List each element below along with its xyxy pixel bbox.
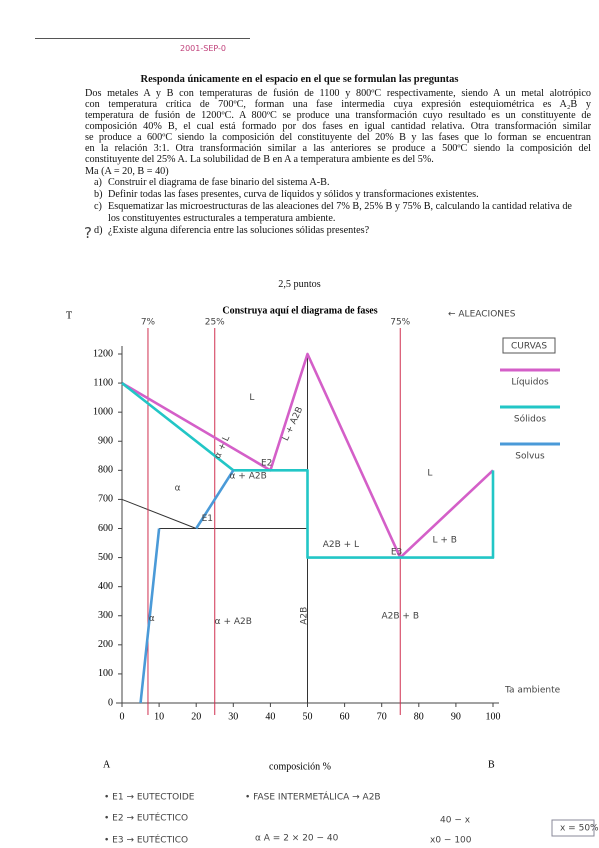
curve (121, 382, 495, 559)
y-tick-label: 900 (98, 436, 113, 447)
question-text: ¿Existe alguna diferencia entre las solu… (108, 225, 370, 236)
header-note: 2001-SEP-0 (180, 44, 227, 53)
question: c) Esquematizar las microestructuras de l… (94, 201, 578, 224)
region-label: A2B + B (382, 611, 420, 621)
x-tick-label: 0 (120, 711, 125, 722)
handwritten-note: 40 − x (440, 816, 471, 826)
region-label: α + A2B (215, 617, 252, 627)
handwritten-note: x = 50% (560, 824, 599, 834)
y-tick-label: 0 (108, 697, 113, 708)
handwritten-note: • E3 → EUTÉCTICO (104, 834, 188, 846)
x-tick-label: 50 (303, 711, 313, 722)
y-tick-label: 500 (98, 552, 113, 563)
region-label: E3 (391, 547, 402, 557)
score: 2,5 puntos (278, 279, 321, 290)
legend-label: Sólidos (514, 414, 546, 425)
curve (121, 352, 494, 559)
question-text: Construir el diagrama de fase binario de… (108, 177, 330, 188)
x-tick-label: 20 (191, 711, 201, 722)
question-label: d) (94, 225, 103, 236)
question-text: Definir todas las fases presentes, curva… (108, 189, 479, 200)
region-label: L + B (433, 536, 457, 546)
region-label: E1 (202, 514, 213, 524)
question-label: c) (94, 201, 102, 212)
x-axis-label: composición % (269, 761, 331, 772)
y-axis-label: T (66, 310, 72, 321)
region-label: L (249, 393, 254, 403)
chart-title: Construya aquí el diagrama de fases (222, 305, 377, 316)
alloy-label: 25% (205, 318, 225, 328)
ambient-label: Ta ambiente (504, 686, 561, 696)
x-tick-label: 40 (265, 711, 275, 722)
top-rule (35, 38, 250, 39)
handwritten-note: • FASE INTERMETÁLICA → A2B (245, 791, 381, 803)
problem-line: se produce a 600ºC siendo la composición… (85, 132, 591, 143)
region-label: L (427, 469, 432, 479)
legend-title: CURVAS (511, 342, 547, 352)
y-tick-label: 1100 (93, 377, 113, 388)
left-label: A (103, 759, 111, 770)
problem-line: con temperatura crítica de 700ºC, forman… (85, 99, 591, 110)
question-label: b) (94, 189, 103, 200)
margin-mark: ? (84, 224, 92, 242)
x-tick-label: 30 (228, 711, 238, 722)
curve (139, 469, 235, 704)
question-label: a) (94, 177, 102, 188)
region-label: α (175, 483, 181, 493)
phase-boundary (121, 498, 197, 529)
handwritten-note: x0 − 100 (430, 836, 472, 846)
y-tick-label: 1200 (93, 348, 113, 359)
instructions: Responda únicamente en el espacio en el … (140, 74, 459, 85)
alloys-title: ← ALEACIONES (448, 310, 516, 320)
region-label: A2B (299, 607, 309, 625)
region-label: E2 (261, 459, 272, 469)
question: b) Definir todas las fases presentes, cur… (94, 189, 578, 201)
legend-title-box (502, 337, 556, 354)
question: a) Construir el diagrama de fase binario … (94, 177, 578, 189)
y-tick-label: 1000 (93, 406, 113, 417)
handwritten-note: α A = 2 × 20 − 40 (255, 834, 339, 844)
y-tick-label: 300 (98, 610, 113, 621)
region-label: α (149, 614, 155, 624)
question: d) ¿Existe alguna diferencia entre las so… (94, 225, 578, 237)
x-tick-label: 60 (340, 711, 350, 722)
note-box (551, 819, 595, 837)
data-line: Ma (A = 20, B = 40) (85, 166, 169, 177)
region-label: α + A2B (230, 472, 267, 482)
problem-line: Dos metales A y B con temperaturas de fu… (85, 88, 591, 99)
y-tick-label: 600 (98, 523, 113, 534)
legend-label: Solvus (515, 452, 545, 462)
question-text: Esquematizar las microestructuras de las… (108, 201, 572, 224)
x-tick-label: 90 (451, 711, 461, 722)
handwritten-note: • E1 → EUTECTOIDE (104, 793, 195, 803)
handwritten-note: • E2 → EUTÉCTICO (104, 812, 188, 824)
x-tick-label: 80 (414, 711, 424, 722)
y-tick-label: 700 (98, 494, 113, 505)
y-tick-label: 400 (98, 581, 113, 592)
y-tick-label: 800 (98, 465, 113, 476)
legend-label: Líquidos (511, 378, 549, 388)
x-tick-label: 100 (486, 711, 501, 722)
x-tick-label: 10 (154, 711, 164, 722)
problem-line: constituyente del 25% A. La solubilidad … (85, 154, 434, 165)
y-tick-label: 200 (98, 639, 113, 650)
problem-line: temperatura de fusión de 1200ºC. A 800ºC… (85, 110, 591, 121)
right-label: B (488, 759, 495, 770)
alloy-label: 75% (390, 318, 410, 328)
alloy-label: 7% (141, 318, 156, 328)
problem-line: composición 40% B, el cual está formado … (85, 121, 591, 132)
problem-line: en la relación 3:1. Otra transformación … (85, 143, 591, 154)
region-label: A2B + L (323, 540, 359, 550)
y-tick-label: 100 (98, 668, 113, 679)
x-tick-label: 70 (377, 711, 387, 722)
